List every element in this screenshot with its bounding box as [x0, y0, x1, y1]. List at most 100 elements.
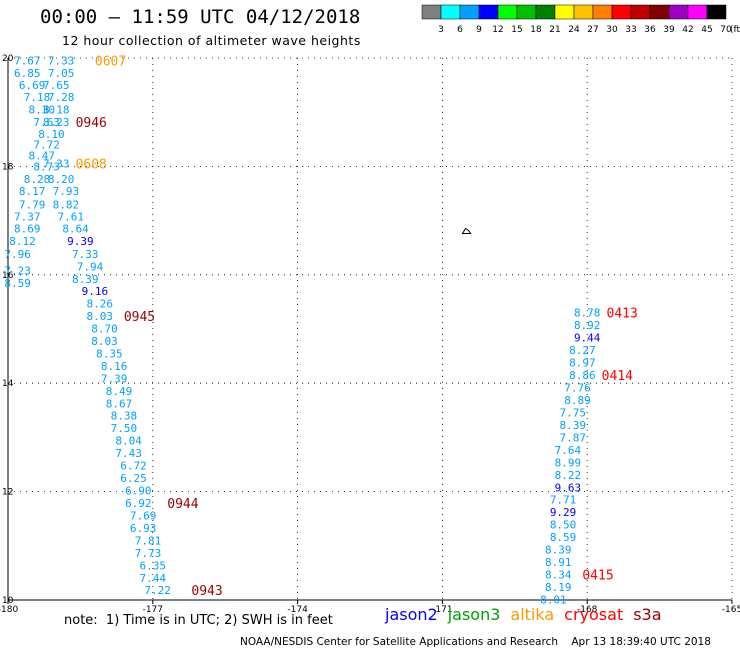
pass-time-label: 0607 — [95, 55, 126, 70]
satellite-legend-s3a: s3a — [633, 605, 662, 624]
wave-height-label: 7.50 — [111, 422, 138, 435]
wave-height-label: 8.39 — [545, 544, 572, 557]
wave-height-label: 8.91 — [545, 556, 572, 569]
wave-height-label: 8.18 — [43, 103, 70, 116]
wave-height-label: 8.64 — [62, 223, 89, 236]
y-tick-label: 14 — [2, 379, 14, 389]
pass-time-label: 0608 — [76, 158, 107, 173]
wave-height-label: 7.43 — [115, 447, 142, 460]
colorbar-tick-label: 15 — [511, 25, 522, 35]
colorbar-tick-label: 33 — [625, 25, 636, 35]
wave-height-label: 8.59 — [4, 277, 31, 290]
wave-height-label: 7.73 — [135, 547, 162, 560]
wave-height-label: 8.03 — [86, 310, 113, 323]
wave-height-label: 8.69 — [14, 223, 41, 236]
wave-height-label: 7.69 — [130, 509, 157, 522]
wave-height-label: 8.86 — [569, 369, 596, 382]
footer-credit: NOAA/NESDIS Center for Satellite Applica… — [240, 636, 711, 648]
wave-height-label: 8.16 — [101, 360, 128, 373]
wave-height-label: 7.72 — [33, 139, 60, 152]
footer-note: note: 1) Time is in UTC; 2) SWH is in fe… — [64, 613, 333, 628]
x-tick-label: -177 — [143, 605, 163, 615]
x-tick-label: -180 — [0, 605, 18, 615]
wave-height-label: 8.35 — [96, 347, 123, 360]
wave-height-label: 6.35 — [140, 559, 167, 572]
wave-height-label: 8.92 — [574, 319, 601, 332]
colorbar-unit: (ft) — [730, 25, 740, 35]
x-tick-label: -168 — [577, 605, 598, 615]
wave-height-label: 8.38 — [111, 410, 138, 423]
wave-height-label: 7.18 — [24, 91, 51, 104]
wave-height-label: 7.33 — [48, 55, 75, 68]
wave-height-label: 9.44 — [574, 332, 601, 345]
wave-height-label: 7.28 — [48, 91, 75, 104]
wave-height-label: 8.39 — [72, 273, 99, 286]
wave-height-label: 7.93 — [53, 185, 80, 198]
colorbar-tick-label: 3 — [438, 25, 444, 35]
colorbar-tick-label: 9 — [476, 25, 482, 35]
satellite-legend-altika: altika — [510, 605, 555, 624]
colorbar-swatch — [706, 4, 727, 20]
wave-height-label: 8.20 — [48, 173, 75, 186]
wave-height-label: 9.39 — [67, 235, 94, 248]
wave-height-label: 7.79 — [19, 198, 46, 211]
wave-height-label: 8.70 — [91, 322, 118, 335]
colorbar-tick-label: 24 — [568, 25, 580, 35]
wave-height-label: 7.33 — [72, 248, 99, 261]
wave-height-label: 8.26 — [86, 298, 113, 311]
wave-height-label: 8.47 — [29, 150, 56, 163]
pass-time-label: 0943 — [191, 584, 222, 599]
wave-height-label: 8.22 — [555, 469, 582, 482]
page-title: 00:00 – 11:59 UTC 04/12/2018 — [40, 6, 361, 28]
wave-height-label: 7.75 — [559, 406, 586, 419]
x-tick-label: -165 — [722, 605, 740, 615]
wave-height-label: 8.12 — [9, 235, 36, 248]
wave-height-label: 6.85 — [14, 67, 41, 80]
wave-height-label: 8.28 — [24, 173, 51, 186]
y-tick-label: 20 — [2, 54, 14, 64]
wave-height-label: 6.92 — [125, 497, 152, 510]
wave-height-label: 7.71 — [550, 494, 577, 507]
colorbar-tick-label: 12 — [492, 25, 503, 35]
satellite-legend: jason2 jason3 altika cryosat s3a — [385, 605, 672, 624]
wave-height-label: 8.17 — [19, 185, 46, 198]
wave-height-label: 8.19 — [545, 581, 572, 594]
wave-height-label: 8.59 — [550, 531, 577, 544]
wave-height-label: 7.76 — [564, 382, 591, 395]
wave-height-label: 8.89 — [564, 394, 591, 407]
wave-height-label: 9.63 — [555, 481, 582, 494]
satellite-legend-jason2: jason2 — [385, 605, 438, 624]
wave-height-label: 8.01 — [540, 593, 567, 606]
wave-height-label: 7.39 — [101, 372, 128, 385]
y-tick-label: 18 — [2, 162, 14, 172]
wave-height-label: 8.82 — [53, 198, 80, 211]
wave-height-label: 7.81 — [135, 534, 162, 547]
pass-time-label: 0945 — [124, 310, 155, 325]
wave-height-label: 7.33 — [43, 158, 70, 171]
wave-height-label: 8.73 — [33, 160, 60, 173]
wave-height-label: 6.72 — [120, 460, 147, 473]
chart-subtitle: 12 hour collection of altimeter wave hei… — [62, 33, 361, 48]
wave-height-label: 7.96 — [4, 248, 31, 261]
colorbar-tick-label: 6 — [457, 25, 463, 35]
wave-height-label: 7.05 — [48, 67, 75, 80]
wave-height-label: 6.93 — [130, 522, 157, 535]
wave-height-label: 8.34 — [545, 569, 572, 582]
colorbar-tick-label: 39 — [663, 25, 675, 35]
wave-height-label: 7.65 — [43, 79, 70, 92]
colorbar-tick-label: 21 — [549, 25, 560, 35]
colorbar-tick-label: 30 — [606, 25, 618, 35]
satellite-legend-cryosat: cryosat — [564, 605, 624, 624]
satellite-legend-jason3: jason3 — [447, 605, 501, 624]
wave-height-label: 6.90 — [125, 485, 152, 498]
wave-height-label: 8.78 — [574, 307, 601, 320]
wave-height-label: 8.99 — [555, 456, 582, 469]
wave-height-label: 7.63 — [33, 116, 60, 129]
y-tick-label: 10 — [2, 596, 14, 606]
wave-height-label: 7.61 — [57, 210, 84, 223]
x-tick-label: -171 — [432, 605, 452, 615]
colorbar-tick-label: 45 — [701, 25, 712, 35]
wave-height-label: 6.25 — [120, 472, 147, 485]
